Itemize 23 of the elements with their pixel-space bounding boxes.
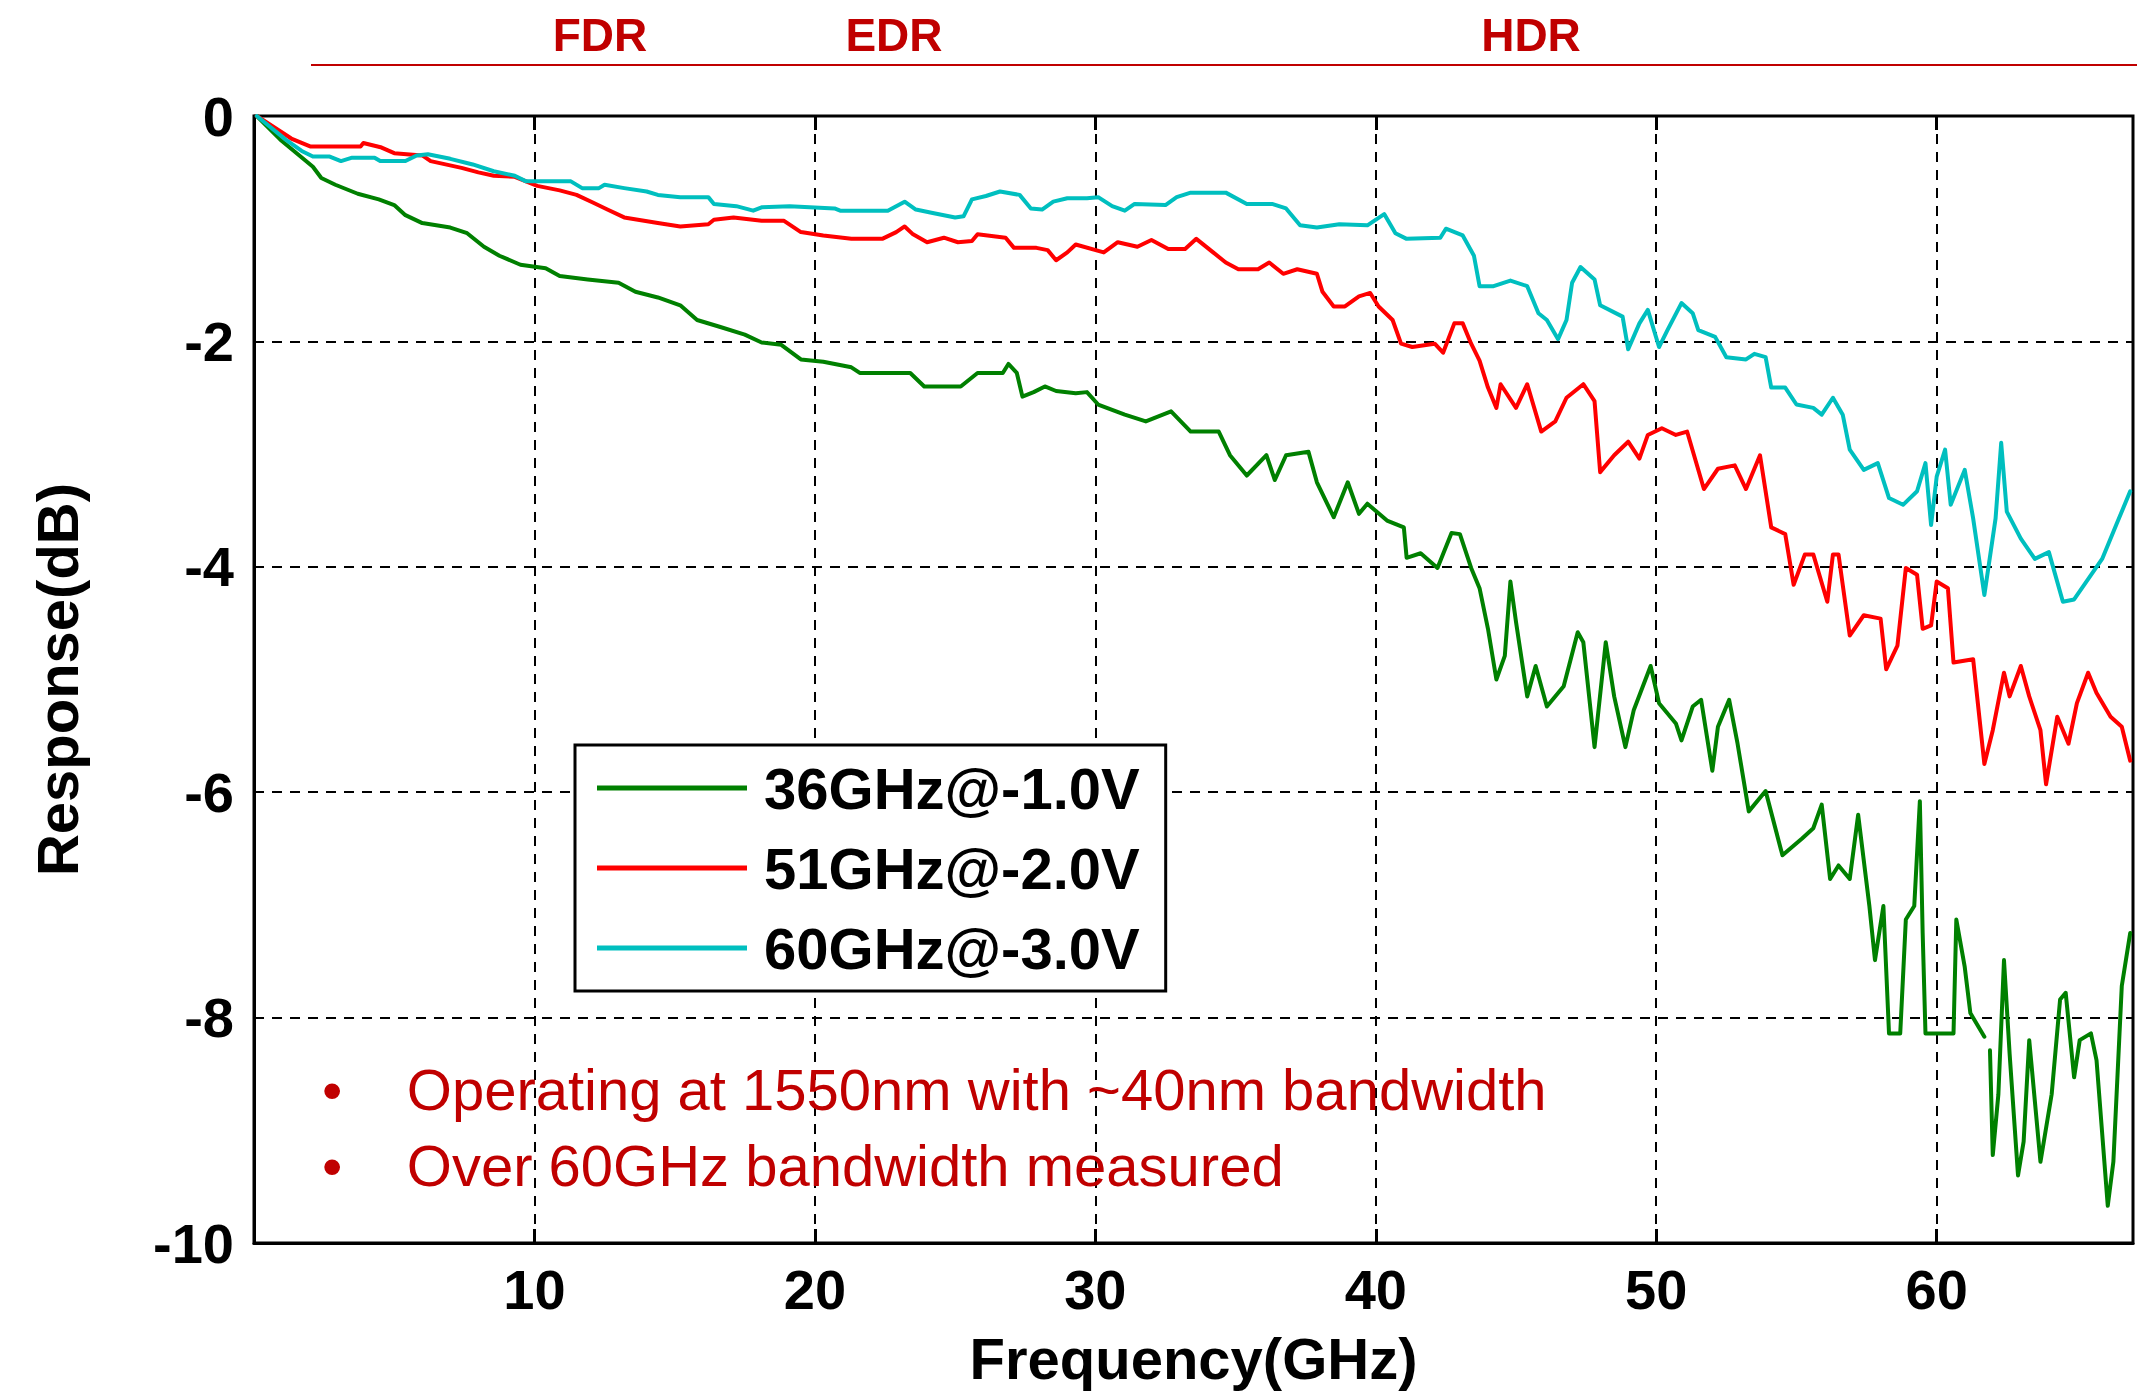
x-tick-label: 60 xyxy=(1905,1257,1968,1321)
legend-label: 36GHz@-1.0V xyxy=(764,755,1141,821)
y-tick-label: -10 xyxy=(153,1211,234,1275)
legend-label: 60GHz@-3.0V xyxy=(764,915,1141,981)
text: HDR xyxy=(1481,8,1581,62)
text: EDR xyxy=(845,8,943,62)
y-tick-label: -6 xyxy=(184,760,234,824)
line-series xyxy=(254,114,2133,604)
x-tick-label: 50 xyxy=(1625,1257,1688,1321)
x-axis-title: Frequency(GHz) xyxy=(969,1325,1418,1391)
x-tick-label: 10 xyxy=(503,1257,566,1321)
y-tick-label: -8 xyxy=(184,986,234,1050)
y-tick-label: -4 xyxy=(184,535,234,599)
annotation: • Operating at 1550nm with ~40nm bandwidth xyxy=(322,1056,1547,1124)
x-tick-label: 30 xyxy=(1064,1257,1127,1321)
y-axis-title: Response(dB) xyxy=(24,482,90,877)
legend-label: 51GHz@-2.0V xyxy=(764,835,1141,901)
y-tick-label: 0 xyxy=(202,84,234,148)
annotation: • Over 60GHz bandwidth measured xyxy=(322,1132,1284,1200)
y-tick-label: -2 xyxy=(184,309,234,373)
x-tick-label: 20 xyxy=(783,1257,847,1321)
x-tick-label: 40 xyxy=(1344,1257,1407,1321)
text: FDR xyxy=(552,8,648,62)
